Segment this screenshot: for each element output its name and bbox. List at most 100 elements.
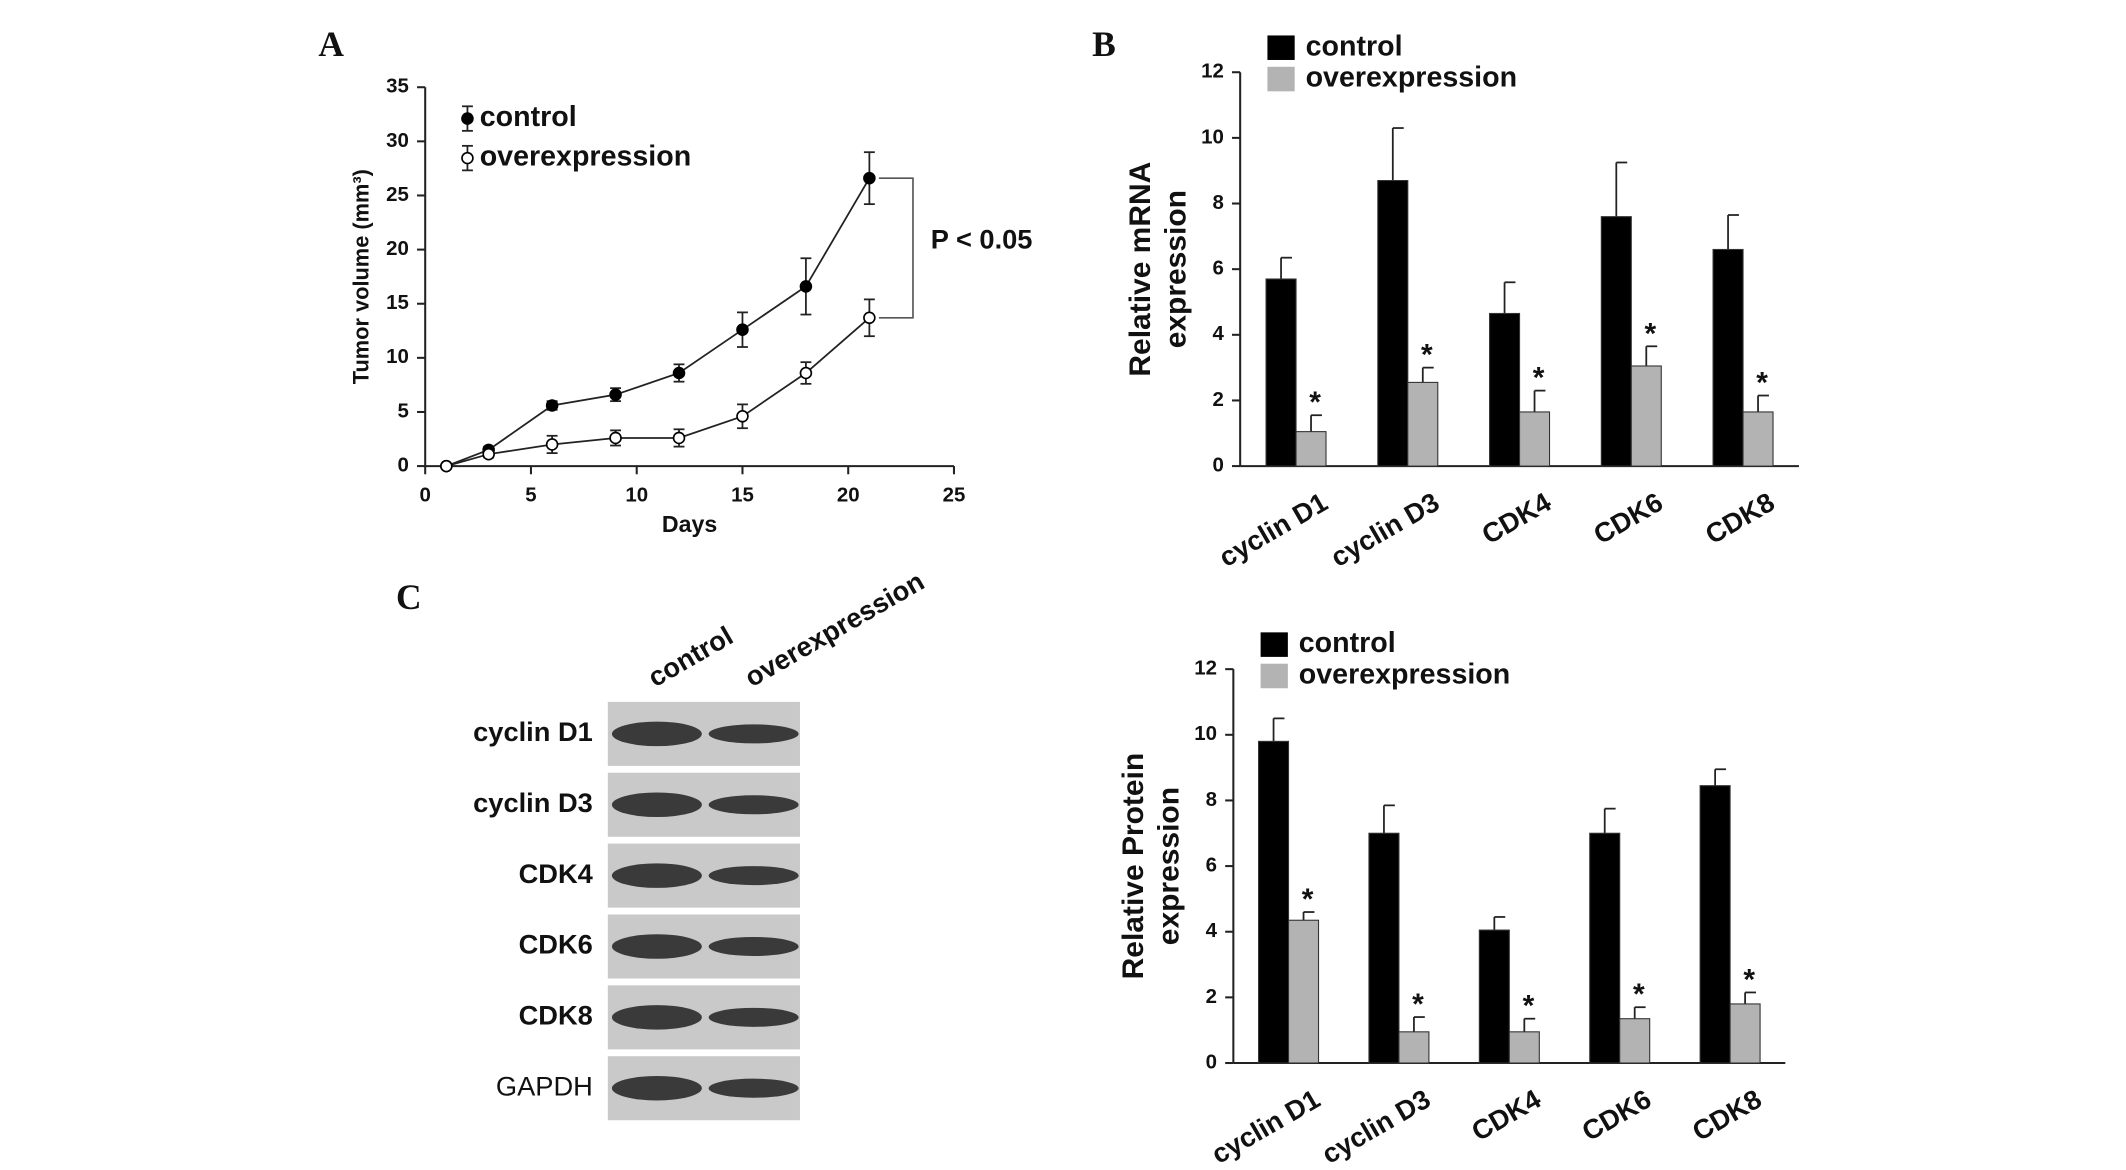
bracket (878, 177, 914, 319)
y-tick-label: 10 (1194, 722, 1217, 745)
panel-label: B (1092, 24, 1116, 64)
bar (1478, 929, 1510, 1064)
category-label: CDK4 (1466, 1083, 1546, 1147)
blot-band (708, 724, 799, 744)
y-tick-label: 6 (1206, 853, 1217, 876)
legend-swatch (1267, 35, 1295, 60)
y-tick-label: 8 (1212, 191, 1223, 214)
x-tick-label: 10 (625, 483, 648, 506)
bar (1398, 1031, 1430, 1064)
y-axis-label: expression (1153, 787, 1186, 945)
legend-label: control (1306, 30, 1403, 62)
y-axis-label: expression (1159, 190, 1192, 348)
row-label: CDK8 (519, 1000, 593, 1031)
data-point (672, 431, 686, 445)
category-label: cyclin D1 (1213, 486, 1332, 573)
x-tick-label: 15 (731, 483, 754, 506)
y-axis-label: Tumor volume (mm³) (348, 169, 373, 384)
bar (1295, 431, 1327, 467)
data-point (545, 399, 559, 412)
y-tick-label: 20 (386, 237, 409, 260)
annotation: P < 0.05 (931, 223, 1033, 254)
legend-marker (461, 112, 474, 125)
blot-band (708, 1007, 799, 1027)
bar (1699, 785, 1731, 1064)
y-tick-label: 35 (386, 75, 409, 98)
significance: * (1421, 339, 1433, 372)
category-label: cyclin D3 (1316, 1083, 1435, 1170)
bar (1368, 832, 1400, 1064)
bar (1589, 832, 1621, 1064)
legend-label: overexpression (480, 141, 692, 173)
significance: * (1756, 367, 1768, 400)
significance: * (1302, 883, 1314, 916)
series-line (446, 177, 871, 467)
data-point (863, 311, 876, 325)
legend-label: control (480, 101, 577, 133)
blot-band (611, 721, 702, 747)
legend-swatch (1260, 663, 1288, 689)
significance: * (1523, 990, 1535, 1023)
data-point (609, 388, 622, 401)
blot-band (611, 1075, 702, 1101)
data-point (736, 410, 749, 423)
blot-band (611, 1005, 702, 1030)
panel-label: A (318, 24, 344, 64)
data-point (672, 366, 686, 380)
category-label: cyclin D1 (1206, 1083, 1325, 1170)
blot-band (708, 795, 799, 815)
category-label: CDK6 (1577, 1083, 1657, 1147)
data-point (609, 431, 622, 445)
y-tick-label: 4 (1212, 322, 1224, 345)
bar (1407, 381, 1439, 467)
y-tick-label: 2 (1206, 985, 1217, 1008)
row-label: GAPDH (496, 1070, 593, 1101)
legend-marker (461, 151, 474, 165)
data-point (736, 323, 749, 336)
significance: * (1633, 978, 1645, 1011)
y-tick-label: 0 (1206, 1050, 1217, 1073)
y-tick-label: 6 (1212, 257, 1223, 280)
category-label: CDK8 (1687, 1083, 1767, 1147)
y-tick-label: 10 (1201, 125, 1224, 148)
row-label: cyclin D1 (473, 716, 593, 747)
bar (1265, 278, 1297, 467)
significance: * (1412, 988, 1424, 1021)
column-label: overexpression (739, 565, 929, 693)
blot-band (611, 934, 702, 959)
category-label: CDK4 (1476, 486, 1556, 550)
legend-swatch (1260, 632, 1288, 657)
data-point (482, 447, 495, 461)
legend-label: overexpression (1299, 659, 1511, 691)
significance: * (1743, 963, 1755, 996)
data-point (545, 438, 559, 451)
blot-band (611, 863, 702, 888)
y-tick-label: 8 (1206, 788, 1217, 811)
data-point (863, 171, 876, 185)
x-tick-label: 5 (525, 483, 536, 506)
category-label: CDK8 (1700, 486, 1780, 550)
panel-label: C (396, 577, 422, 617)
bar (1489, 312, 1521, 467)
y-tick-label: 2 (1212, 388, 1223, 411)
series-line (446, 317, 870, 467)
y-axis-label: Relative mRNA (1124, 162, 1157, 377)
x-tick-label: 0 (420, 483, 431, 506)
bar (1258, 740, 1290, 1064)
y-tick-label: 12 (1201, 60, 1224, 83)
blot-band (708, 866, 799, 886)
significance: * (1309, 386, 1321, 419)
x-tick-label: 20 (837, 483, 860, 506)
legend-label: control (1299, 627, 1396, 659)
legend-swatch (1267, 66, 1295, 92)
bar (1508, 1031, 1540, 1064)
bar (1288, 919, 1320, 1064)
y-tick-label: 12 (1194, 657, 1217, 680)
y-tick-label: 25 (386, 183, 409, 206)
legend-label: overexpression (1306, 62, 1518, 94)
y-tick-label: 5 (397, 399, 408, 422)
y-tick-label: 4 (1206, 919, 1218, 942)
row-label: CDK6 (519, 929, 593, 960)
